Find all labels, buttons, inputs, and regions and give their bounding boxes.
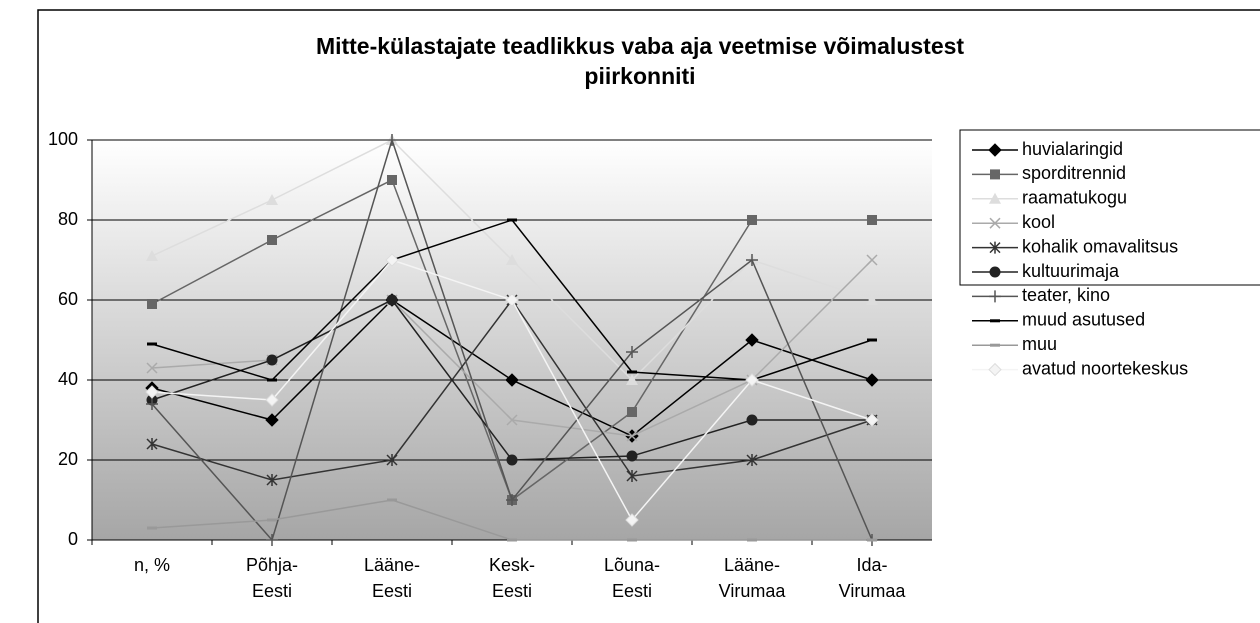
data-point	[146, 362, 158, 374]
legend-label: kool	[1022, 212, 1055, 232]
legend-marker	[989, 217, 1001, 229]
data-point	[266, 194, 278, 205]
data-point	[147, 299, 157, 309]
data-point	[146, 438, 158, 450]
data-point	[627, 407, 637, 417]
legend-marker	[990, 169, 1000, 180]
legend-label: huvialaringid	[1022, 139, 1123, 159]
data-point	[626, 346, 638, 358]
data-point	[866, 254, 878, 266]
data-point	[747, 215, 757, 225]
data-point	[746, 414, 758, 426]
legend-label: sporditrennid	[1022, 163, 1126, 183]
legend-marker	[989, 241, 1001, 254]
data-point	[266, 534, 278, 546]
data-point	[626, 374, 638, 385]
data-point	[625, 513, 639, 527]
data-point	[745, 373, 759, 387]
y-tick-label: 0	[68, 529, 78, 549]
data-point	[865, 373, 879, 387]
data-point	[746, 254, 758, 266]
data-point	[146, 398, 158, 410]
data-point	[265, 393, 279, 407]
legend-label: kultuurimaja	[1022, 261, 1120, 281]
data-point	[386, 294, 398, 306]
data-point	[865, 413, 879, 427]
data-point	[386, 454, 398, 466]
legend	[959, 129, 1260, 286]
x-tick-label: Kesk-Eesti	[489, 555, 535, 601]
data-point	[386, 134, 398, 146]
data-point	[266, 354, 278, 366]
chart-title: Mitte-külastajate teadlikkus vaba aja ve…	[316, 33, 964, 89]
data-point	[266, 474, 278, 486]
data-point	[267, 235, 277, 245]
x-tick-label: Ida-Virumaa	[839, 555, 907, 601]
data-point	[506, 454, 518, 466]
legend-label: muu	[1022, 334, 1057, 354]
legend-label: raamatukogu	[1022, 188, 1127, 208]
x-tick-label: Lõuna-Eesti	[604, 555, 660, 601]
data-point	[387, 175, 397, 185]
legend-marker	[989, 192, 1001, 204]
x-tick-label: Lääne-Eesti	[364, 555, 420, 601]
legend-label: avatud noortekeskus	[1022, 358, 1188, 378]
legend-label: teater, kino	[1022, 285, 1110, 305]
data-point	[505, 373, 519, 387]
data-point	[745, 333, 759, 347]
x-tick-label: n, %	[134, 555, 170, 575]
data-point	[867, 215, 877, 225]
data-point	[506, 494, 518, 506]
legend-marker	[989, 266, 1001, 278]
y-tick-label: 40	[58, 369, 78, 389]
data-point	[265, 413, 279, 427]
y-tick-label: 80	[58, 209, 78, 229]
legend-label: kohalik omavalitsus	[1022, 236, 1178, 256]
data-point	[746, 454, 758, 466]
data-point	[626, 470, 638, 482]
data-point	[506, 254, 518, 265]
data-point	[146, 250, 158, 261]
data-point	[145, 385, 159, 399]
y-tick-label: 60	[58, 289, 78, 309]
data-point	[626, 450, 638, 462]
x-tick-label: Põhja-Eesti	[246, 555, 298, 601]
legend-marker	[988, 362, 1002, 377]
y-tick-label: 20	[58, 449, 78, 469]
data-point	[505, 293, 519, 307]
data-point	[626, 430, 638, 442]
data-point	[866, 294, 878, 305]
data-point	[506, 414, 518, 426]
legend-marker	[988, 143, 1002, 157]
plot-area	[92, 140, 932, 540]
legend-marker	[989, 290, 1001, 303]
x-tick-label: Lääne-Virumaa	[719, 555, 787, 601]
y-tick-label: 100	[48, 129, 78, 149]
data-point	[385, 253, 399, 267]
legend-label: muud asutused	[1022, 310, 1145, 330]
